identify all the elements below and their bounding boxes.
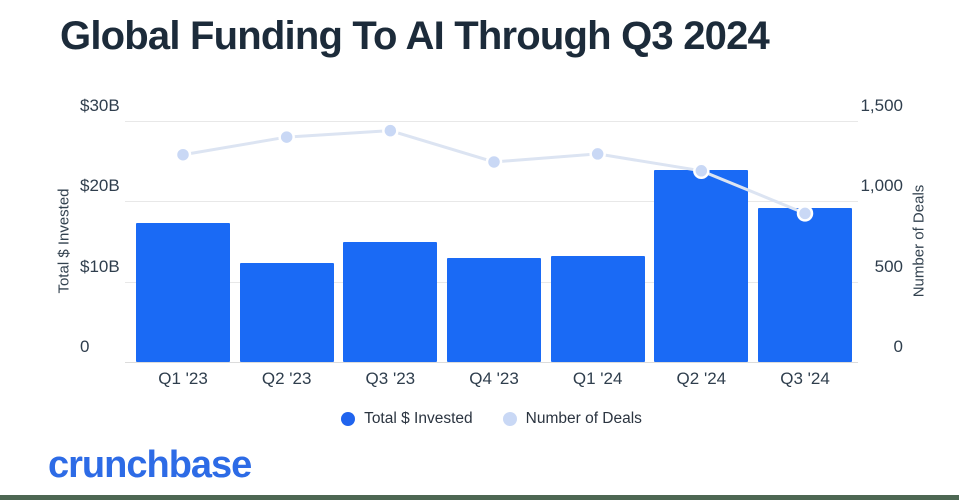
legend-item: Number of Deals — [502, 410, 642, 428]
y-tick-label-right: 1,000 — [860, 176, 903, 196]
grid-line — [125, 121, 858, 122]
funding-bar — [136, 223, 230, 362]
right-axis-title: Number of Deals — [910, 184, 928, 298]
y-tick-label-right: 0 — [893, 337, 903, 356]
grid-line — [125, 201, 858, 203]
deals-point — [382, 122, 399, 139]
footer-accent-bar — [0, 495, 959, 500]
funding-bar — [654, 170, 749, 362]
category-label: Q3 '23 — [365, 369, 416, 388]
funding-bar — [343, 241, 438, 362]
legend-item: Total $ Invested — [341, 410, 473, 428]
funding-bar — [239, 263, 334, 362]
deals-point — [174, 146, 192, 163]
category-label: Q4 '23 — [469, 369, 519, 388]
legend-label: Number of Deals — [525, 410, 642, 427]
deals-legend-dot-icon — [502, 412, 517, 426]
left-axis-title: Total $ Invested — [55, 188, 73, 294]
legend-label: Total $ Invested — [364, 410, 473, 427]
x-axis-line — [125, 362, 858, 363]
deals-point — [485, 153, 503, 171]
chart-title: Global Funding To AI Through Q3 2024 — [60, 14, 770, 58]
funding-bar — [550, 255, 645, 362]
y-tick-label-left: $10B — [80, 256, 120, 276]
category-label: Q2 '23 — [261, 369, 312, 388]
invested-legend-dot-icon — [341, 412, 356, 426]
y-tick-label-left: 0 — [80, 337, 90, 356]
y-tick-label-right: 1,500 — [860, 96, 903, 115]
category-label: Q2 '24 — [676, 369, 727, 388]
legend: Total $ Invested Number of Deals — [125, 406, 858, 432]
funding-bar — [447, 258, 541, 362]
crunchbase-logo: crunchbase — [48, 444, 252, 486]
category-label: Q1 '24 — [572, 369, 623, 388]
y-tick-label-left: $20B — [80, 176, 120, 196]
y-tick-label-right: 500 — [874, 256, 903, 276]
deals-point — [589, 145, 606, 163]
category-label: Q1 '23 — [158, 369, 208, 388]
category-label: Q3 '24 — [780, 369, 830, 388]
y-tick-label-left: $30B — [80, 96, 120, 115]
funding-bar — [758, 207, 852, 362]
deals-point — [278, 128, 295, 146]
